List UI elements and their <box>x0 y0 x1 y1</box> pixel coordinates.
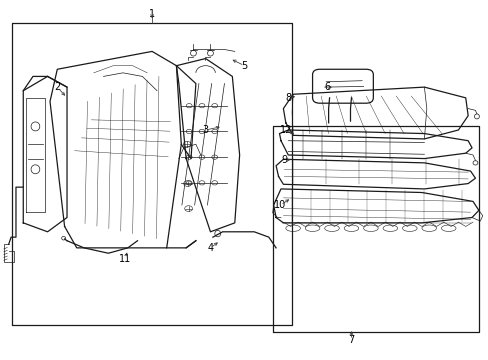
Text: 6: 6 <box>324 82 329 92</box>
Text: 8: 8 <box>285 93 291 103</box>
Text: 5: 5 <box>241 61 247 71</box>
Text: 3: 3 <box>202 125 208 135</box>
Text: 10: 10 <box>274 200 286 210</box>
Text: 11: 11 <box>119 253 131 264</box>
Text: 9: 9 <box>281 156 287 165</box>
Text: 12: 12 <box>279 125 291 135</box>
Text: 2: 2 <box>54 82 61 92</box>
Text: 7: 7 <box>347 335 354 345</box>
Text: 1: 1 <box>149 9 155 19</box>
Text: 4: 4 <box>207 243 213 253</box>
